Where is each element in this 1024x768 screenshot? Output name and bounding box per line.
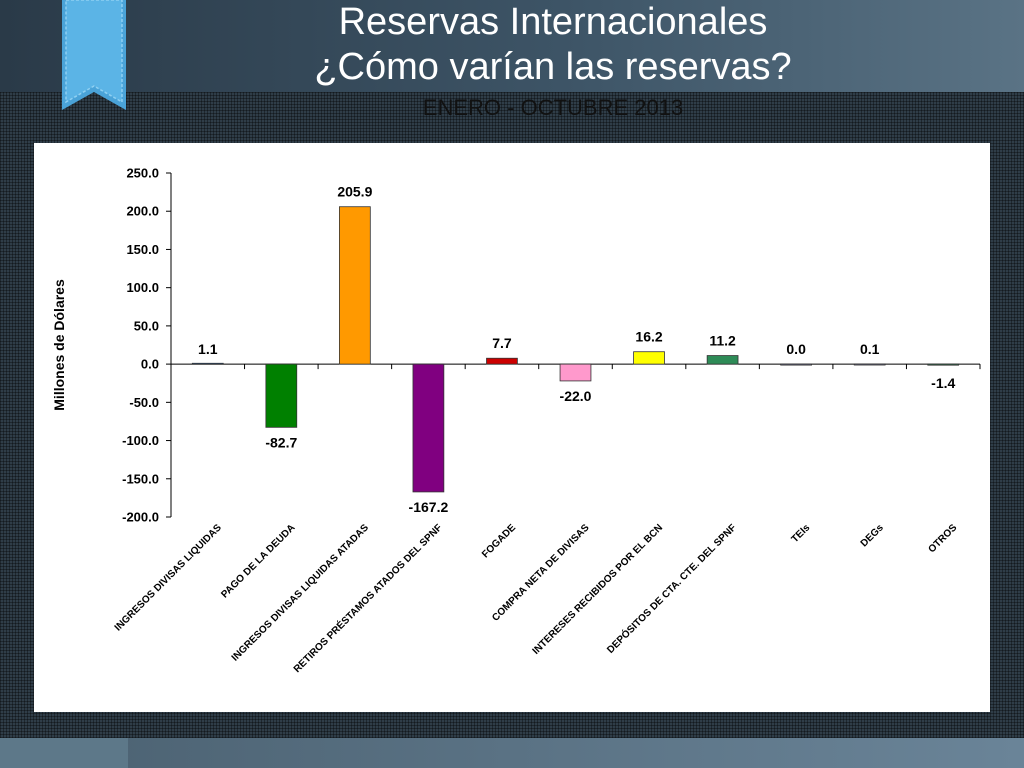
bookmark-ribbon-icon <box>62 0 126 110</box>
category-label: INTERESES RECIBIDOS POR EL BCN <box>531 522 666 657</box>
category-label: OTROS <box>926 522 959 555</box>
bar <box>339 206 371 365</box>
footer-tab <box>0 738 128 768</box>
bar <box>559 363 592 382</box>
bar-chart: 250.0 200.0 150.0 100.0 50.0 0.0 -50.0 -100.0 -1… <box>51 166 981 675</box>
category-label: DEPÓSITOS DE CTA. CTE. DEL SPNF <box>604 521 739 656</box>
bar <box>780 363 812 366</box>
bar <box>853 363 886 366</box>
bar <box>265 363 298 428</box>
y-tick-label: -150.0 <box>122 471 159 486</box>
y-tick-label: 100.0 <box>126 280 159 295</box>
y-tick-label: 50.0 <box>134 318 159 333</box>
header-band <box>0 0 1024 92</box>
bar <box>706 355 739 365</box>
category-label: TEIs <box>790 522 813 545</box>
data-label: -167.2 <box>409 499 449 515</box>
data-label: 11.2 <box>709 333 736 349</box>
title-block: Reservas Internacionales ¿Cómo varían la… <box>150 0 956 122</box>
data-label: 7.7 <box>492 335 512 351</box>
bar <box>412 363 445 493</box>
category-label: PAGO DE LA DEUDA <box>219 522 297 600</box>
data-label: 0.1 <box>860 341 880 357</box>
y-tick-label: 150.0 <box>126 242 159 257</box>
data-label: 0.0 <box>786 341 806 357</box>
data-label: 1.1 <box>198 341 218 357</box>
y-tick-label: -200.0 <box>122 510 159 525</box>
bar <box>927 363 960 366</box>
data-label: 205.9 <box>337 184 372 200</box>
y-tick-label: 250.0 <box>126 166 159 181</box>
category-label: INGRESOS DIVISAS LIQUIDAS <box>113 522 224 633</box>
page-title: Reservas Internacionales <box>338 1 768 43</box>
y-tick-label: -50.0 <box>129 395 159 410</box>
y-tick-label: 200.0 <box>126 204 159 219</box>
bar <box>191 362 224 365</box>
category-label: RETIROS PRÉSTAMOS ATADOS DEL SPNF <box>290 521 444 675</box>
data-label: -22.0 <box>560 388 592 404</box>
data-label: -82.7 <box>265 434 297 450</box>
period-label: ENERO - OCTUBRE 2013 <box>422 95 684 120</box>
y-tick-label: 0.0 <box>141 357 159 372</box>
bar <box>486 357 518 365</box>
bar <box>633 351 665 365</box>
data-label: 16.2 <box>635 329 662 345</box>
category-label: FOGADE <box>480 522 518 560</box>
chart-panel: 250.0 200.0 150.0 100.0 50.0 0.0 -50.0 -100.0 -1… <box>34 143 990 712</box>
page-subtitle: ¿Cómo varían las reservas? <box>314 46 792 88</box>
y-tick-label: -100.0 <box>122 433 159 448</box>
y-axis-label: Millones de Dólares <box>51 279 67 411</box>
data-label: -1.4 <box>931 375 955 391</box>
category-label: DEGs <box>859 522 886 549</box>
category-label: INGRESOS DIVISAS LIQUIDAS ATADAS <box>230 522 371 663</box>
footer-band <box>0 738 1024 768</box>
